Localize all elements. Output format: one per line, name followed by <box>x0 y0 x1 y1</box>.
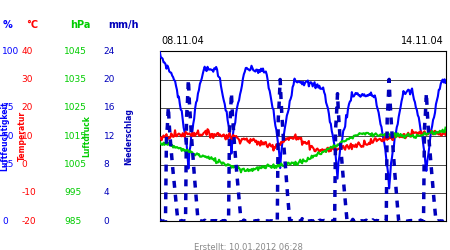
Text: 20: 20 <box>22 103 33 112</box>
Text: 0: 0 <box>104 217 109 226</box>
Text: %: % <box>2 20 12 30</box>
Text: 100: 100 <box>2 47 19 56</box>
Text: 08.11.04: 08.11.04 <box>161 36 204 46</box>
Text: 995: 995 <box>64 188 81 197</box>
Text: °C: °C <box>26 20 38 30</box>
Text: 985: 985 <box>64 217 81 226</box>
Text: mm/h: mm/h <box>108 20 139 30</box>
Text: 0: 0 <box>22 160 27 169</box>
Text: 10: 10 <box>22 132 33 141</box>
Text: 1045: 1045 <box>64 47 87 56</box>
Text: 20: 20 <box>104 75 115 84</box>
Text: Niederschlag: Niederschlag <box>124 108 133 165</box>
Text: 14.11.04: 14.11.04 <box>401 36 444 46</box>
Text: Temperatur: Temperatur <box>18 111 27 161</box>
Text: Luftfeuchtigkeit: Luftfeuchtigkeit <box>0 102 9 171</box>
Text: 30: 30 <box>22 75 33 84</box>
Text: 50: 50 <box>2 132 14 141</box>
Text: 40: 40 <box>22 47 33 56</box>
Text: 25: 25 <box>2 160 13 169</box>
Text: 1005: 1005 <box>64 160 87 169</box>
Text: 1015: 1015 <box>64 132 87 141</box>
Text: 0: 0 <box>2 217 8 226</box>
Text: 4: 4 <box>104 188 109 197</box>
Text: 24: 24 <box>104 47 115 56</box>
Text: Erstellt: 10.01.2012 06:28: Erstellt: 10.01.2012 06:28 <box>194 243 303 250</box>
Text: 1025: 1025 <box>64 103 87 112</box>
Text: -10: -10 <box>22 188 36 197</box>
Text: Luftdruck: Luftdruck <box>82 115 91 157</box>
Text: 1035: 1035 <box>64 75 87 84</box>
Text: hPa: hPa <box>70 20 90 30</box>
Text: 8: 8 <box>104 160 109 169</box>
Text: 75: 75 <box>2 103 14 112</box>
Text: 12: 12 <box>104 132 115 141</box>
Text: -20: -20 <box>22 217 36 226</box>
Text: 16: 16 <box>104 103 115 112</box>
